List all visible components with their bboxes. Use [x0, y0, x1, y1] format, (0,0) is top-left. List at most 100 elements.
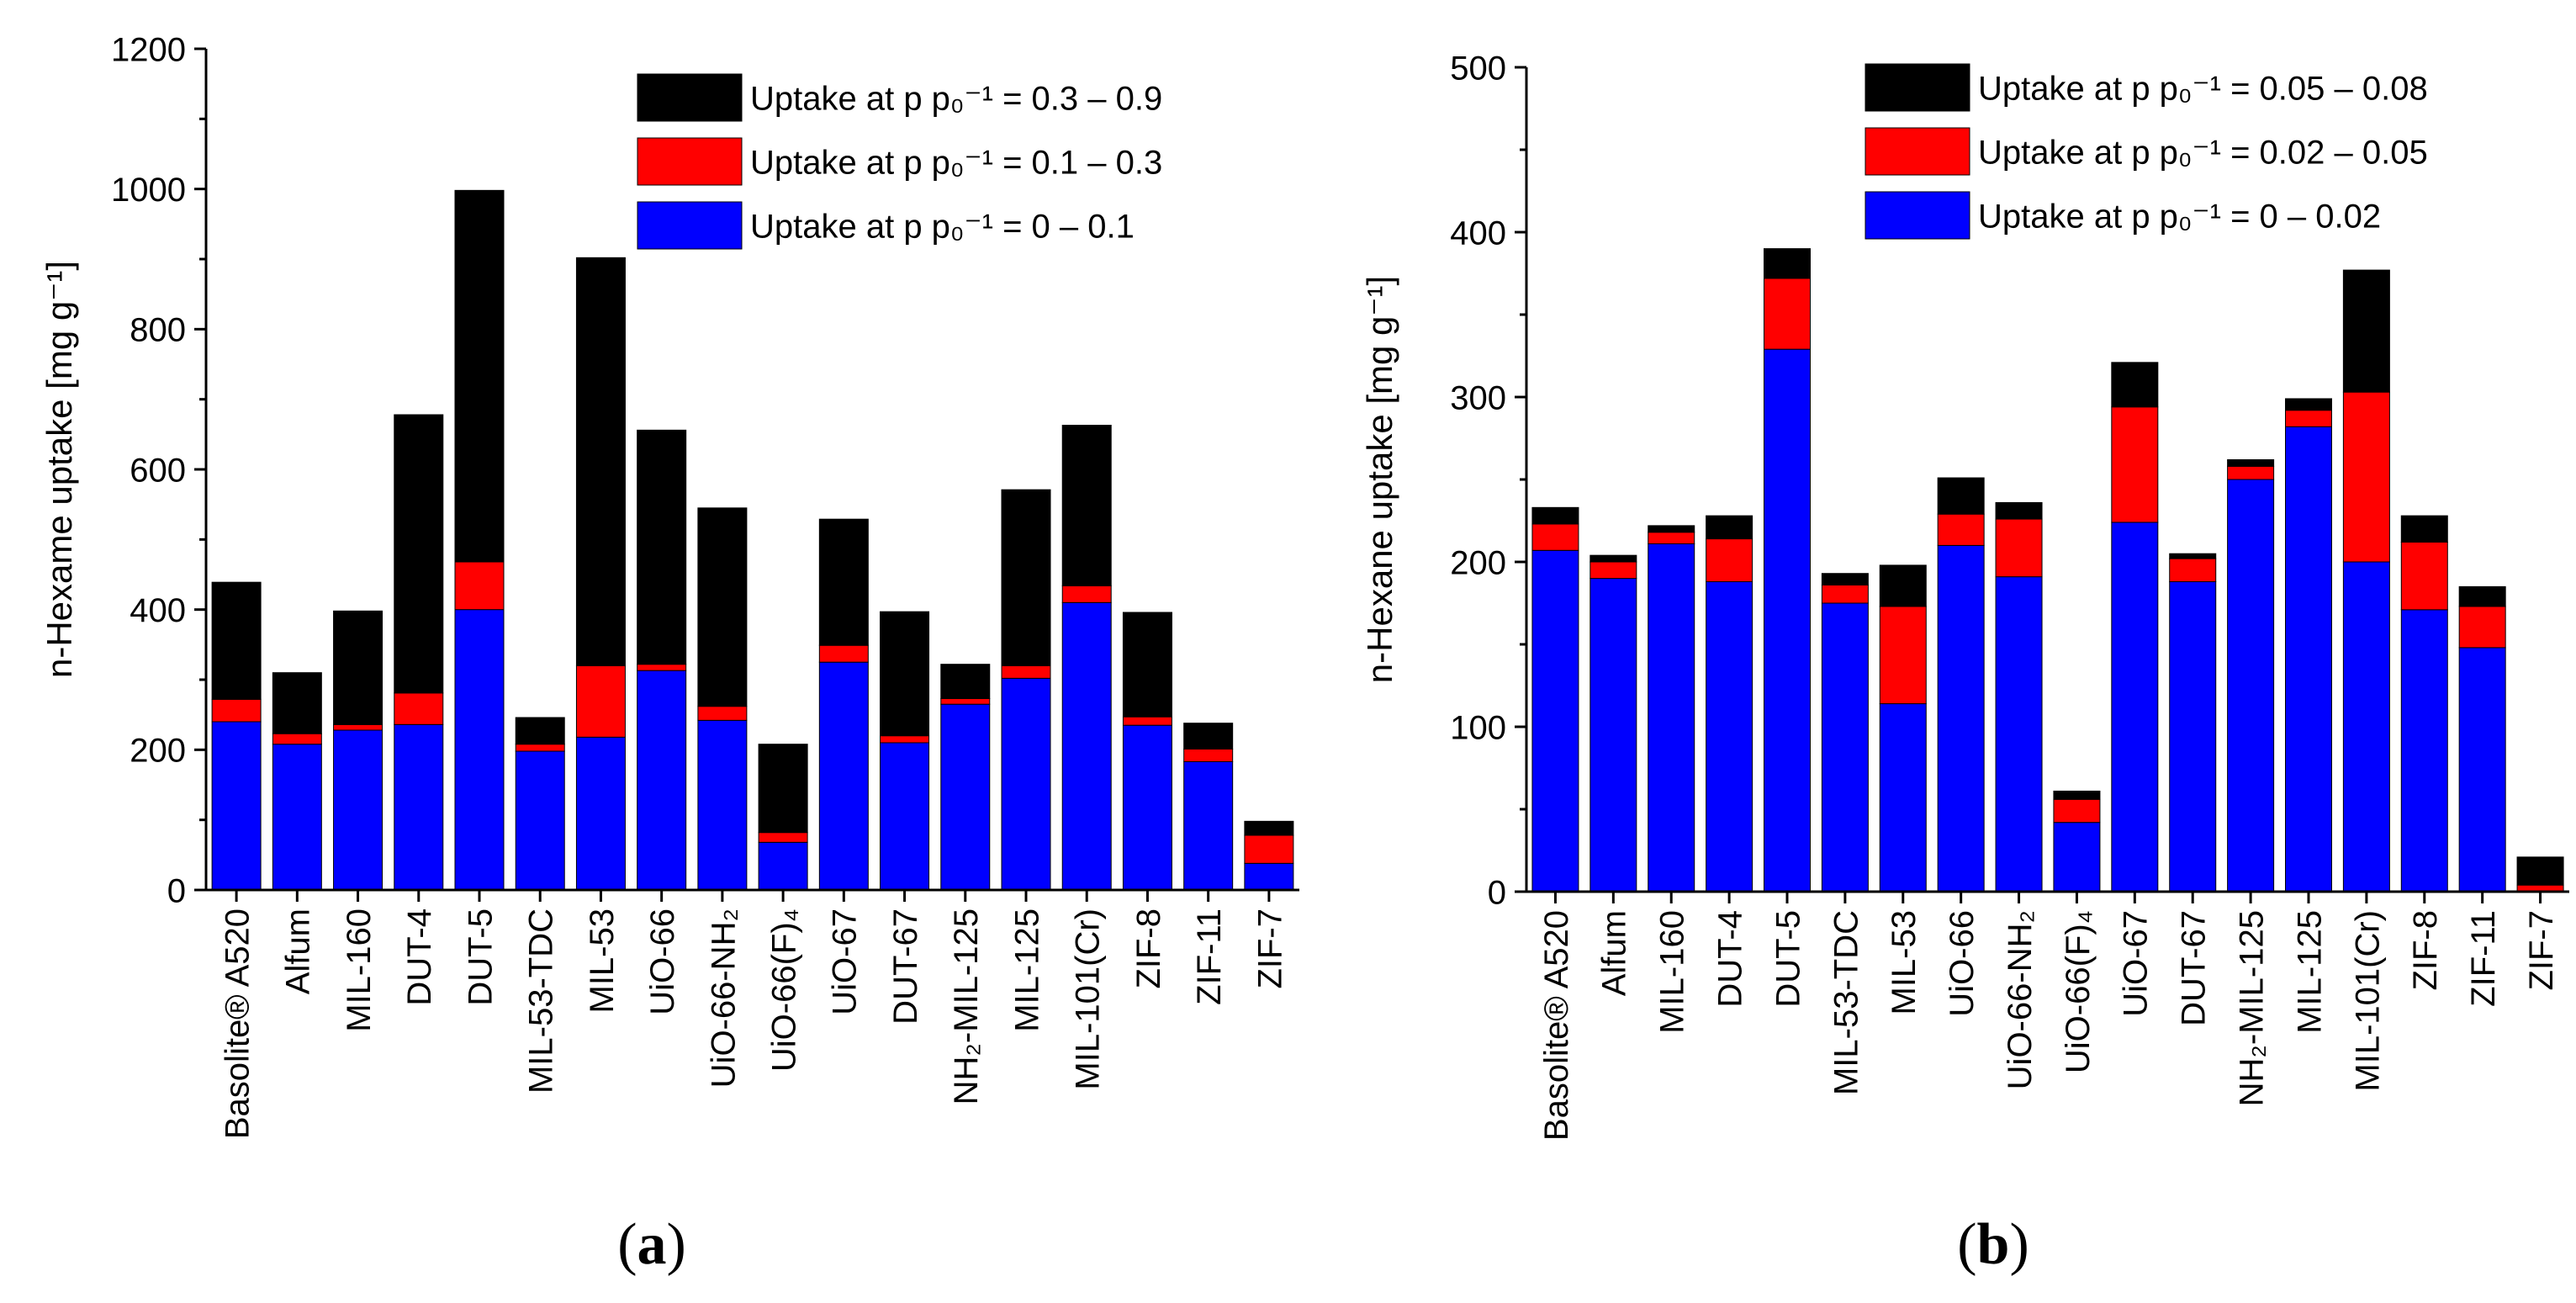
chart-a-bar-dut-4-s0 [394, 723, 444, 891]
chart-b-bar-dut-67-s0 [2169, 581, 2217, 893]
chart-b-category-label-mil-53-tdc: MIL-53-TDC [1828, 910, 1865, 1095]
chart-b-bar-mil-101-cr-s0 [2342, 561, 2390, 893]
chart-a-bar-dut-67-s2 [880, 611, 930, 737]
chart-b-bar-mil-53-s0 [1879, 703, 1927, 893]
chart-b-y-tick-label: 100 [1450, 709, 1506, 746]
chart-b-bar-zif-8-s2 [2400, 515, 2448, 543]
chart-b-bar-mil-101-cr-s2 [2342, 269, 2390, 393]
panel-a: 0 200 400 600 800 1000 1200 Basolite® A520 Alfum… [0, 0, 1346, 1203]
chart-a-category-label-mil-160: MIL-160 [341, 908, 378, 1032]
chart-a-bar-mil-160-s1 [333, 723, 383, 731]
chart-a-bar-mil-125-s0 [1001, 677, 1051, 891]
chart-b-y-tick-label: 300 [1450, 379, 1506, 416]
chart-a-bar-mil-53-s2 [575, 257, 626, 666]
chart-b-bar-alfum-s2 [1590, 554, 1637, 563]
chart-b-category-label-zif-11: ZIF-11 [2465, 910, 2502, 1007]
chart-a-bar-uio-66-f-s1 [758, 832, 808, 843]
caption-b: (b) [1957, 1212, 2029, 1277]
chart-b-bar-basolite-a520-s0 [1531, 549, 1579, 893]
chart-a-category-label-dut-4: DUT-4 [401, 908, 438, 1006]
chart-a-category-label-nh-mil-125: NH₂-MIL-125 [948, 908, 985, 1104]
chart-b-bar-dut-5-s2 [1764, 248, 1811, 279]
chart-b-bar-uio-67-s0 [2111, 522, 2159, 893]
chart-b-category-label-uio-66-nh: UiO-66-NH₂ [2002, 910, 2039, 1089]
chart-b-bar-mil-125-s2 [2285, 398, 2332, 411]
chart-a-bar-dut-67-s1 [880, 735, 930, 744]
chart-a-bar-zif-11-s2 [1183, 723, 1234, 750]
chart-b-bar-uio-66-f-s1 [2053, 798, 2101, 824]
chart-b-bar-uio-66-nh-s2 [1995, 501, 2043, 520]
chart-b-legend-swatch-2 [1865, 191, 1970, 240]
chart-b-bar-dut-4-s1 [1706, 538, 1753, 583]
chart-b-bar-uio-66-nh-s0 [1995, 576, 2043, 893]
chart-a-bar-uio-66-s2 [637, 429, 687, 665]
chart-b-category-label-uio-66-f: UiO-66(F)₄ [2060, 910, 2097, 1073]
chart-b-category-label-dut-5: DUT-5 [1769, 910, 1806, 1008]
chart-a-bar-mil-101-cr-s1 [1061, 585, 1112, 603]
chart-b-bar-zif-11-s1 [2458, 606, 2506, 649]
panel-b: 0 100 200 300 400 500 Basolite® A520 Alfum MIL-1… [1346, 17, 2576, 1203]
chart-a-category-label-zif-11: ZIF-11 [1191, 908, 1228, 1005]
chart-a-category-label-zif-8: ZIF-8 [1130, 908, 1167, 989]
chart-b-bar-uio-66-nh-s1 [1995, 518, 2043, 578]
chart-a-bar-mil-125-s2 [1001, 489, 1051, 666]
chart-a-bar-uio-66-f-s2 [758, 744, 808, 834]
chart-b-bar-mil-125-s0 [2285, 426, 2332, 893]
chart-a-category-label-uio-66-f: UiO-66(F)₄ [766, 908, 803, 1072]
chart-a-category-label-mil-125: MIL-125 [1008, 908, 1045, 1032]
chart-b-bar-zif-11-s0 [2458, 647, 2506, 893]
chart-b-bar-dut-67-s1 [2169, 558, 2217, 583]
chart-b-bar-uio-67-s2 [2111, 362, 2159, 408]
chart-a-bar-uio-66-nh-s0 [697, 719, 748, 891]
chart-a-category-label-basolite-a520: Basolite® A520 [220, 908, 257, 1139]
chart-b-category-label-zif-8: ZIF-8 [2407, 910, 2444, 991]
chart-a-bar-mil-101-cr-s0 [1061, 601, 1112, 891]
chart-a-bar-alfum-s1 [272, 733, 322, 745]
chart-b-legend-label-2: Uptake at p p₀⁻¹ = 0 – 0.02 [1978, 198, 2381, 235]
chart-a-bar-mil-53-tdc-s0 [515, 750, 565, 891]
chart-a-bar-uio-67-s2 [818, 518, 869, 646]
chart-a-bar-dut-67-s0 [880, 742, 930, 891]
chart-a-bar-uio-66-s1 [637, 664, 687, 671]
chart-b-bar-zif-8-s1 [2400, 541, 2448, 611]
chart-b-bar-mil-53-tdc-s2 [1821, 573, 1869, 585]
chart-a-y-tick-label: 600 [130, 452, 186, 489]
chart-b-bar-uio-66-f-s2 [2053, 790, 2101, 800]
chart-b-category-label-basolite-a520: Basolite® A520 [1538, 910, 1575, 1141]
chart-a-y-tick-label: 200 [130, 733, 186, 770]
chart-b-category-label-nh-mil-125: NH₂-MIL-125 [2234, 910, 2271, 1106]
chart-a-bar-dut-5-s1 [454, 561, 505, 611]
chart-b-category-label-uio-66: UiO-66 [1944, 910, 1981, 1017]
chart-a-bar-mil-160-s0 [333, 729, 383, 891]
chart-a-y-tick-label: 800 [130, 312, 186, 349]
chart-a-bar-dut-5-s2 [454, 189, 505, 563]
chart-a-svg: 0 200 400 600 800 1000 1200 Basolite® A520 Alfum… [40, 31, 1299, 1139]
chart-a-legend-label-2: Uptake at p p₀⁻¹ = 0 – 0.1 [750, 208, 1135, 245]
chart-a-bar-uio-66-f-s0 [758, 841, 808, 891]
chart-a-category-label-zif-7: ZIF-7 [1251, 908, 1288, 989]
chart-a-bar-zif-11-s1 [1183, 749, 1234, 762]
chart-b-category-label-alfum: Alfum [1596, 910, 1633, 996]
chart-a-bar-alfum-s2 [272, 672, 322, 734]
chart-a-legend-swatch-0 [637, 73, 743, 122]
chart-a-bar-nh-mil-125-s2 [940, 664, 991, 700]
chart-b-bar-mil-53-s2 [1879, 564, 1927, 607]
chart-b-y-tick-label: 400 [1450, 215, 1506, 252]
chart-a-bar-nh-mil-125-s1 [940, 698, 991, 705]
chart-b-bar-alfum-s1 [1590, 561, 1637, 580]
chart-a-category-label-dut-5: DUT-5 [462, 908, 499, 1006]
chart-b-y-tick-label: 200 [1450, 544, 1506, 581]
chart-b-bar-dut-5-s1 [1764, 278, 1811, 350]
chart-b-bar-mil-53-tdc-s0 [1821, 602, 1869, 893]
chart-b-bar-mil-53-tdc-s1 [1821, 584, 1869, 604]
chart-b-bar-uio-66-f-s0 [2053, 822, 2101, 893]
chart-b-bar-uio-67-s1 [2111, 406, 2159, 523]
chart-a-bar-zif-7-s2 [1244, 820, 1294, 836]
chart-b-bar-zif-7-s2 [2516, 856, 2564, 886]
chart-a-category-label-mil-53: MIL-53 [584, 908, 621, 1014]
chart-b-category-label-dut-67: DUT-67 [2176, 910, 2213, 1026]
chart-b-y-tick-label: 500 [1450, 50, 1506, 87]
chart-a-category-label-uio-66: UiO-66 [644, 908, 681, 1015]
chart-b-bar-dut-5-s0 [1764, 348, 1811, 893]
chart-b-category-label-mil-53: MIL-53 [1886, 910, 1923, 1015]
